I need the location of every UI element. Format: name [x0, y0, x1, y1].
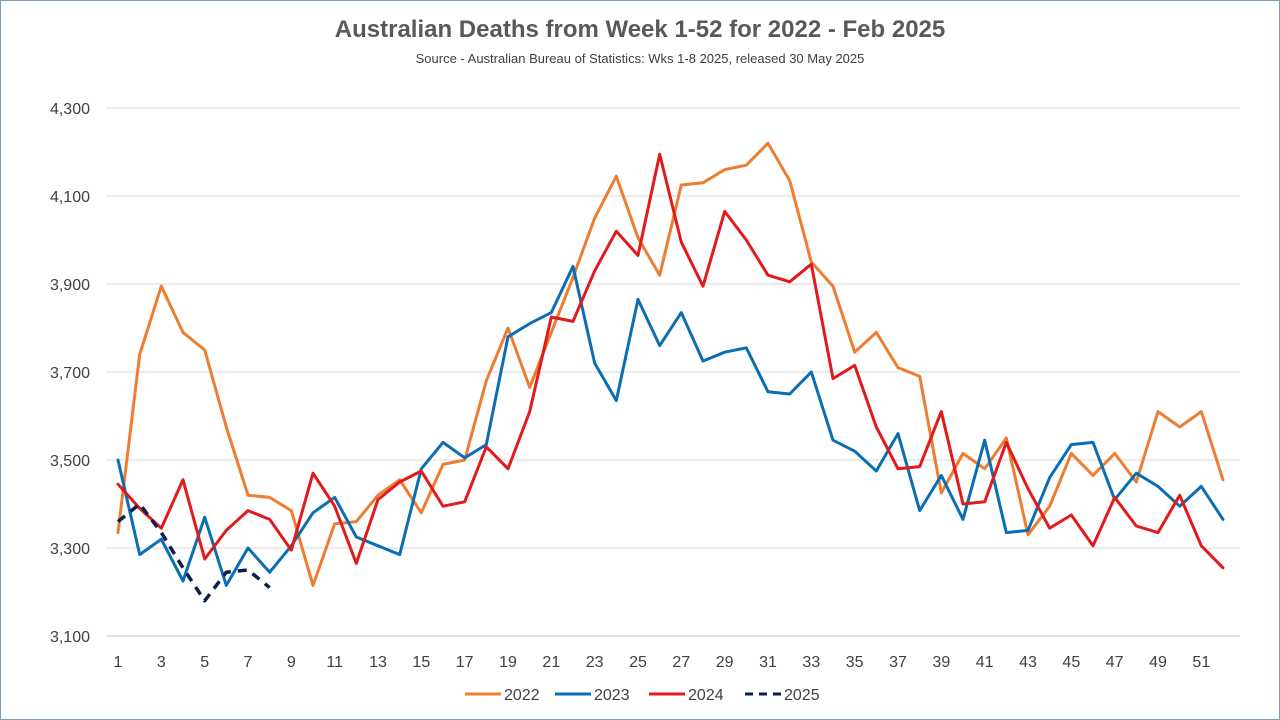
x-tick-label: 11: [326, 654, 343, 671]
legend-label: 2023: [594, 687, 630, 704]
x-tick-label: 47: [1106, 654, 1124, 671]
series-lines: [116, 141, 1225, 603]
x-tick-label: 21: [542, 654, 560, 671]
x-tick-label: 35: [846, 654, 864, 671]
legend-item-2024: 2024: [649, 687, 724, 704]
y-tick-label: 3,700: [50, 365, 90, 382]
x-tick-label: 1: [114, 654, 123, 671]
chart-subtitle: Source - Australian Bureau of Statistics…: [415, 51, 865, 66]
x-tick-label: 7: [244, 654, 253, 671]
y-tick-label: 4,300: [50, 101, 90, 118]
legend-label: 2025: [784, 687, 820, 704]
x-tick-label: 33: [802, 654, 820, 671]
x-tick-label: 29: [716, 654, 734, 671]
series-line-2024: [116, 152, 1225, 570]
series-line-2025: [116, 502, 271, 603]
x-tick-label: 19: [499, 654, 517, 671]
x-tick-label: 39: [932, 654, 950, 671]
x-tick-label: 25: [629, 654, 647, 671]
x-tick-label: 49: [1149, 654, 1167, 671]
x-tick-label: 23: [586, 654, 604, 671]
x-tick-label: 17: [456, 654, 474, 671]
y-tick-label: 3,300: [50, 541, 90, 558]
y-tick-label: 3,500: [50, 453, 90, 470]
legend-item-2022: 2022: [465, 687, 540, 704]
series-line-2022: [116, 141, 1225, 587]
x-tick-label: 5: [200, 654, 209, 671]
x-tick-label: 3: [157, 654, 166, 671]
legend-item-2025: 2025: [745, 687, 820, 704]
series-line-2023: [116, 264, 1225, 587]
y-tick-label: 3,900: [50, 277, 90, 294]
y-tick-label: 4,100: [50, 189, 90, 206]
legend-label: 2022: [504, 687, 540, 704]
x-axis-ticks: 1 3 5 7 9 11 13 15 17 19 21 23 25 27 29 31 33 35 37 39 41 43 4…: [114, 654, 1211, 671]
y-tick-label: 3,100: [50, 629, 90, 646]
x-tick-label: 31: [759, 654, 777, 671]
gridlines: [107, 107, 1240, 549]
x-tick-label: 51: [1192, 654, 1210, 671]
x-tick-label: 27: [672, 654, 690, 671]
x-tick-label: 37: [889, 654, 907, 671]
x-tick-label: 41: [976, 654, 994, 671]
legend: 2022 2023 2024 2025: [465, 687, 820, 704]
x-tick-label: 15: [412, 654, 430, 671]
x-tick-label: 9: [287, 654, 296, 671]
y-axis-ticks: 3,100 3,300 3,500 3,700 3,900 4,100 4,300: [50, 101, 90, 646]
legend-item-2023: 2023: [555, 687, 630, 704]
x-tick-label: 13: [369, 654, 387, 671]
legend-label: 2024: [688, 687, 724, 704]
chart-title: Australian Deaths from Week 1-52 for 202…: [334, 16, 946, 43]
x-tick-label: 43: [1019, 654, 1037, 671]
x-tick-label: 45: [1062, 654, 1080, 671]
